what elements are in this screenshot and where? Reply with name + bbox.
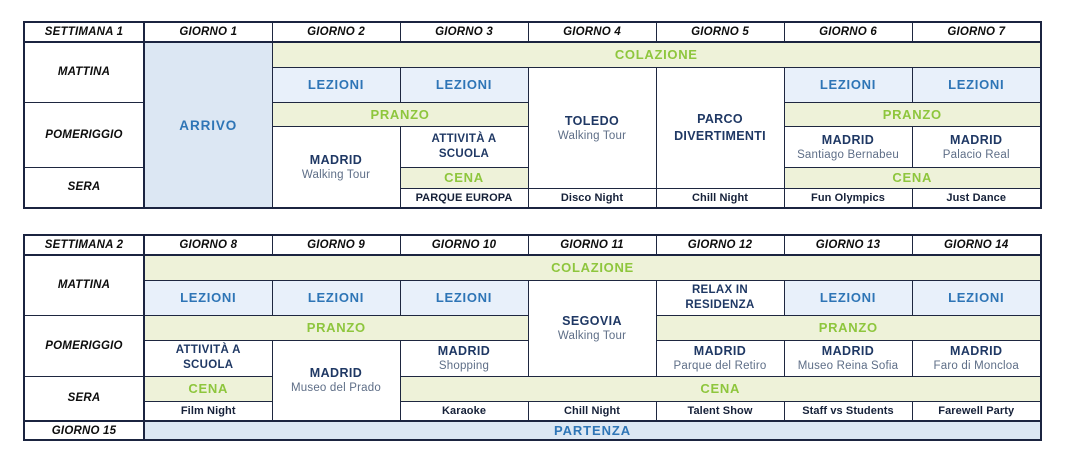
madrid-g9-subtitle: Museo del Prado — [291, 382, 381, 395]
time-label-sera-week1: SERA — [23, 166, 145, 209]
cell-colazione-week1: COLAZIONE — [271, 41, 1042, 68]
day-header-giorno-13: GIORNO 13 — [783, 234, 913, 256]
event-chill-night-week2: Chill Night — [527, 400, 657, 422]
event-parque-europa: PARQUE EUROPA — [399, 187, 529, 209]
time-label-sera-week2: SERA — [23, 375, 145, 422]
event-farewell-party: Farewell Party — [911, 400, 1042, 422]
cell-lezioni-giorno-6: LEZIONI — [783, 66, 913, 103]
cell-cena-giorno-10-14: CENA — [399, 375, 1042, 402]
cell-cena-giorno-8: CENA — [143, 375, 273, 402]
madrid-g10-title: MADRID — [437, 344, 491, 358]
day-header-giorno-6: GIORNO 6 — [783, 21, 913, 43]
cell-cena-giorno-6-7: CENA — [783, 166, 1042, 189]
madrid-g6-title: MADRID — [821, 132, 875, 147]
day-header-giorno-3: GIORNO 3 — [399, 21, 529, 43]
day-header-giorno-8: GIORNO 8 — [143, 234, 273, 256]
cell-lezioni-giorno-9: LEZIONI — [271, 279, 401, 316]
madrid-g2-subtitle: Walking Tour — [301, 168, 371, 181]
madrid-g13-title: MADRID — [821, 344, 875, 358]
segovia-title: SEGOVIA — [562, 314, 622, 328]
event-staff-vs-students: Staff vs Students — [783, 400, 913, 422]
cell-lezioni-giorno-10: LEZIONI — [399, 279, 529, 316]
cell-cena-giorno-3: CENA — [399, 166, 529, 189]
cell-pranzo-giorno-8-10: PRANZO — [143, 314, 529, 341]
day-header-giorno-14: GIORNO 14 — [911, 234, 1042, 256]
day-header-giorno-4: GIORNO 4 — [527, 21, 657, 43]
event-just-dance: Just Dance — [911, 187, 1042, 209]
madrid-g14-subtitle: Faro di Moncloa — [933, 360, 1019, 372]
cell-attivita-a-scuola-giorno-3: ATTIVITÀ A SCUOLA — [399, 125, 529, 168]
cell-madrid-bernabeu-giorno-6: MADRID Santiago Bernabeu — [783, 125, 913, 168]
madrid-g6-subtitle: Santiago Bernabeu — [797, 148, 899, 161]
cell-madrid-palacio-giorno-7: MADRID Palacio Real — [911, 125, 1042, 168]
day-header-giorno-2: GIORNO 2 — [271, 21, 401, 43]
cell-madrid-shopping-giorno-10: MADRID Shopping — [399, 339, 529, 377]
madrid-g2-title: MADRID — [309, 152, 363, 167]
day-header-giorno-10: GIORNO 10 — [399, 234, 529, 256]
event-talent-show: Talent Show — [655, 400, 785, 422]
madrid-g10-subtitle: Shopping — [438, 360, 490, 372]
cell-pranzo-giorno-12-14: PRANZO — [655, 314, 1042, 341]
event-fun-olympics: Fun Olympics — [783, 187, 913, 209]
cell-madrid-reina-sofia-giorno-13: MADRID Museo Reina Sofia — [783, 339, 913, 377]
madrid-g12-subtitle: Parque del Retiro — [673, 360, 767, 372]
segovia-subtitle: Walking Tour — [557, 330, 627, 342]
cell-lezioni-giorno-13: LEZIONI — [783, 279, 913, 316]
cell-partenza-giorno-15: PARTENZA — [143, 420, 1042, 441]
time-label-pomeriggio-week2: POMERIGGIO — [23, 314, 145, 377]
day-header-giorno-5: GIORNO 5 — [655, 21, 785, 43]
cell-madrid-retiro-giorno-12: MADRID Parque del Retiro — [655, 339, 785, 377]
cell-arrivo-giorno-1: ARRIVO — [143, 41, 273, 209]
event-film-night: Film Night — [143, 400, 273, 422]
time-label-mattina-week2: MATTINA — [23, 254, 145, 316]
cell-toledo-giorno-4: TOLEDO Walking Tour — [527, 66, 657, 189]
cell-lezioni-giorno-7: LEZIONI — [911, 66, 1042, 103]
event-chill-night-week1: Chill Night — [655, 187, 785, 209]
cell-parco-divertimenti-giorno-5: PARCO DIVERTIMENTI — [655, 66, 785, 189]
cell-lezioni-giorno-14: LEZIONI — [911, 279, 1042, 316]
cell-colazione-week2: COLAZIONE — [143, 254, 1042, 281]
cell-attivita-a-scuola-giorno-8: ATTIVITÀ A SCUOLA — [143, 339, 273, 377]
day-header-giorno-9: GIORNO 9 — [271, 234, 401, 256]
cell-segovia-giorno-11: SEGOVIA Walking Tour — [527, 279, 657, 377]
madrid-g12-title: MADRID — [693, 344, 747, 358]
page: SETTIMANA 1 GIORNO 1 GIORNO 2 GIORNO 3 G… — [23, 21, 1042, 441]
cell-madrid-prado-giorno-9: MADRID Museo del Prado — [271, 339, 401, 422]
madrid-g13-subtitle: Museo Reina Sofia — [797, 360, 899, 372]
cell-lezioni-giorno-3: LEZIONI — [399, 66, 529, 103]
madrid-g7-title: MADRID — [950, 132, 1003, 147]
day-header-giorno-15: GIORNO 15 — [23, 420, 145, 441]
time-label-mattina-week1: MATTINA — [23, 41, 145, 103]
cell-lezioni-giorno-8: LEZIONI — [143, 279, 273, 316]
madrid-g9-title: MADRID — [309, 366, 363, 381]
cell-relax-in-residenza-giorno-12: RELAX IN RESIDENZA — [655, 279, 785, 316]
madrid-g7-subtitle: Palacio Real — [942, 148, 1010, 161]
week1-title: SETTIMANA 1 — [23, 21, 145, 43]
event-karaoke: Karaoke — [399, 400, 529, 422]
week2-title: SETTIMANA 2 — [23, 234, 145, 256]
day-header-giorno-7: GIORNO 7 — [911, 21, 1042, 43]
day-header-giorno-1: GIORNO 1 — [143, 21, 273, 43]
cell-pranzo-giorno-2-3: PRANZO — [271, 101, 529, 127]
toledo-title: TOLEDO — [564, 113, 620, 128]
time-label-pomeriggio-week1: POMERIGGIO — [23, 101, 145, 168]
cell-madrid-walking-tour-giorno-2: MADRID Walking Tour — [271, 125, 401, 209]
madrid-g14-title: MADRID — [950, 344, 1003, 358]
week1-schedule-table: SETTIMANA 1 GIORNO 1 GIORNO 2 GIORNO 3 G… — [23, 21, 1042, 209]
event-disco-night: Disco Night — [527, 187, 657, 209]
toledo-subtitle: Walking Tour — [557, 129, 627, 142]
cell-madrid-moncloa-giorno-14: MADRID Faro di Moncloa — [911, 339, 1042, 377]
cell-lezioni-giorno-2: LEZIONI — [271, 66, 401, 103]
day-header-giorno-12: GIORNO 12 — [655, 234, 785, 256]
cell-pranzo-giorno-6-7: PRANZO — [783, 101, 1042, 127]
week2-schedule-table: SETTIMANA 2 GIORNO 8 GIORNO 9 GIORNO 10 … — [23, 234, 1042, 441]
day-header-giorno-11: GIORNO 11 — [527, 234, 657, 256]
